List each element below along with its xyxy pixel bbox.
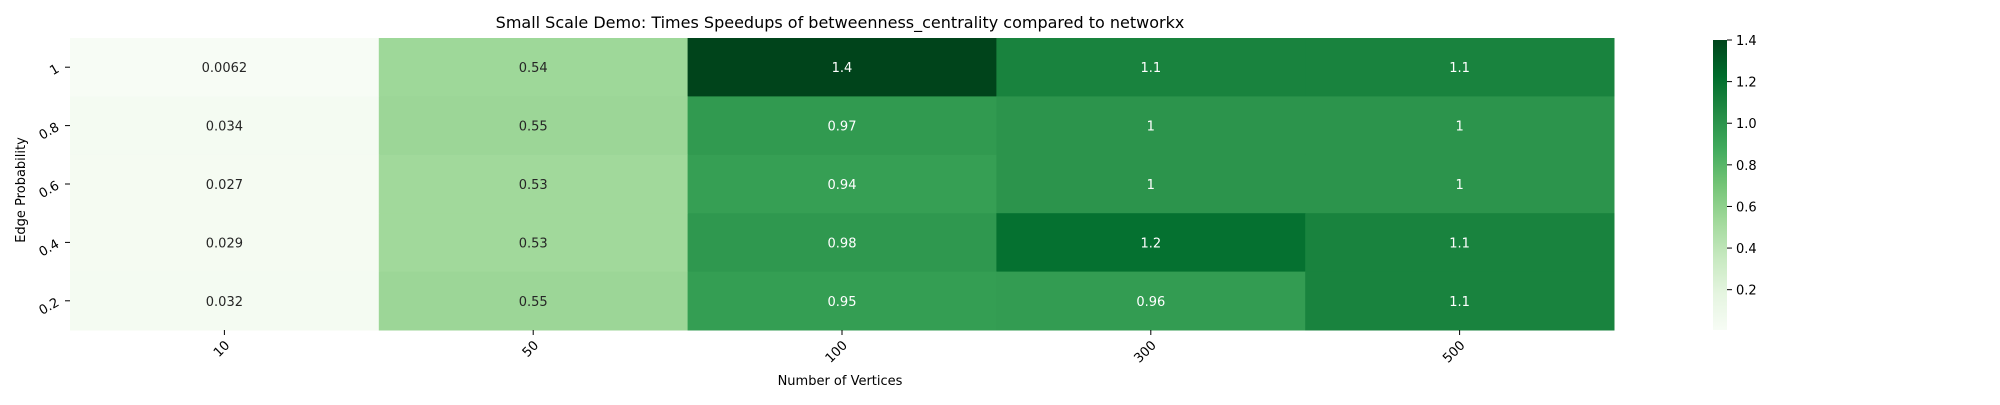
- chart-title: Small Scale Demo: Times Speedups of betw…: [496, 13, 1185, 33]
- cell-value-label: 0.032: [206, 295, 243, 310]
- colorbar-tick-label: 1.4: [1736, 34, 1757, 49]
- heatmap-cell: [687, 38, 997, 97]
- heatmap-cell: [70, 154, 380, 214]
- y-tick-label: 0.8: [37, 120, 62, 143]
- colorbar-tick-label: 1.2: [1736, 76, 1757, 91]
- cell-value-label: 1: [1147, 178, 1155, 193]
- colorbar-tick-label: 0.8: [1736, 159, 1757, 174]
- heatmap-cells: 0.0062 0.54 1.4 1.1 1.1 0.034 0.55 0.97 1 1 0.027 0…: [70, 38, 1615, 331]
- cell-value-label: 1.1: [1449, 236, 1470, 251]
- cell-value-label: 1.1: [1449, 61, 1470, 76]
- heatmap-cell: [70, 271, 380, 331]
- cell-value-label: 0.94: [828, 178, 857, 193]
- x-axis-label: Number of Vertices: [778, 374, 903, 389]
- heatmap-cell: [1305, 213, 1615, 273]
- y-axis-label: Edge Probability: [14, 137, 29, 243]
- cell-value-label: 0.98: [828, 236, 857, 251]
- heatmap-cell: [687, 96, 997, 156]
- heatmap-cell: [70, 38, 380, 97]
- cell-value-label: 0.95: [828, 295, 857, 310]
- cell-value-label: 1.1: [1449, 295, 1470, 310]
- cell-value-label: 0.54: [519, 61, 548, 76]
- heatmap-cell: [687, 154, 997, 214]
- x-tick-label: 500: [1440, 338, 1468, 366]
- cell-value-label: 0.55: [519, 295, 548, 310]
- cell-value-label: 0.0062: [202, 61, 248, 76]
- colorbar-tick-label: 0.6: [1736, 200, 1757, 215]
- y-tick-label: 0.6: [37, 178, 62, 201]
- heatmap-cell: [378, 154, 689, 214]
- heatmap-cell: [1305, 38, 1615, 97]
- cell-value-label: 1.2: [1140, 236, 1161, 251]
- heatmap-cell: [70, 213, 380, 273]
- cell-value-label: 0.53: [519, 178, 548, 193]
- cell-value-label: 0.027: [206, 178, 243, 193]
- colorbar-ticks: 0.2 0.4 0.6 0.8 1.0 1.2 1.4: [1727, 34, 1757, 299]
- heatmap-cell: [378, 96, 689, 156]
- x-tick-label: 100: [823, 338, 851, 366]
- colorbar-tick-label: 0.4: [1736, 242, 1757, 257]
- heatmap-cell: [996, 38, 1306, 97]
- cell-value-label: 0.029: [206, 236, 243, 251]
- y-axis-ticks: 1 0.8 0.6 0.4 0.2: [37, 62, 70, 319]
- heatmap-cell: [687, 271, 997, 331]
- cell-value-label: 1.4: [832, 61, 853, 76]
- cell-value-label: 0.97: [828, 120, 857, 135]
- cell-value-label: 1: [1455, 120, 1463, 135]
- heatmap-cell: [1305, 271, 1615, 331]
- cell-value-label: 1: [1455, 178, 1463, 193]
- heatmap-cell: [996, 96, 1306, 156]
- x-tick-label: 300: [1131, 338, 1159, 366]
- colorbar-tick-label: 0.2: [1736, 284, 1757, 299]
- heatmap-cell: [996, 154, 1306, 214]
- heatmap-cell: [70, 96, 380, 156]
- heatmap-cell: [378, 38, 689, 97]
- x-tick-label: 50: [520, 338, 542, 360]
- cell-value-label: 1: [1147, 120, 1155, 135]
- colorbar-tick-label: 1.0: [1736, 117, 1757, 132]
- colorbar: [1713, 40, 1727, 330]
- heatmap-cell: [996, 271, 1306, 331]
- heatmap-cell: [378, 213, 689, 273]
- heatmap-cell: [378, 271, 689, 331]
- cell-value-label: 0.53: [519, 236, 548, 251]
- cell-value-label: 0.96: [1136, 295, 1165, 310]
- x-axis-ticks: 10 50 100 300 500: [211, 330, 1468, 366]
- heatmap-cell: [1305, 154, 1615, 214]
- x-tick-label: 10: [211, 338, 233, 360]
- heatmap-cell: [1305, 96, 1615, 156]
- y-tick-label: 1: [47, 62, 62, 79]
- cell-value-label: 0.55: [519, 120, 548, 135]
- cell-value-label: 0.034: [206, 120, 243, 135]
- y-tick-label: 0.2: [37, 295, 62, 318]
- heatmap-cell: [687, 213, 997, 273]
- y-tick-label: 0.4: [37, 237, 62, 260]
- heatmap-cell: [996, 213, 1306, 273]
- cell-value-label: 1.1: [1140, 61, 1161, 76]
